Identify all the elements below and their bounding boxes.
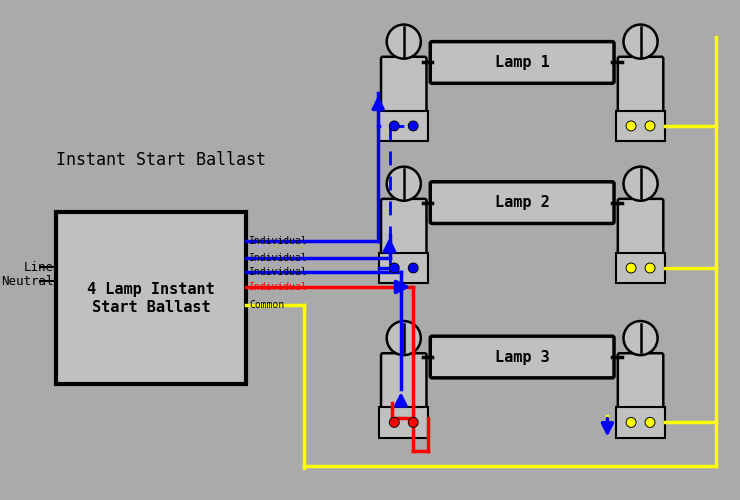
FancyBboxPatch shape — [430, 182, 614, 224]
Circle shape — [391, 264, 398, 272]
Text: 4 Lamp Instant
Start Ballast: 4 Lamp Instant Start Ballast — [87, 282, 215, 314]
Text: Individual: Individual — [249, 282, 308, 292]
Bar — [379, 407, 428, 438]
Circle shape — [391, 122, 398, 130]
Text: Instant Start Ballast: Instant Start Ballast — [56, 151, 266, 169]
Circle shape — [408, 264, 418, 272]
Bar — [56, 212, 246, 384]
Circle shape — [391, 418, 398, 426]
FancyBboxPatch shape — [430, 42, 614, 84]
Text: Lamp 3: Lamp 3 — [495, 350, 550, 364]
Circle shape — [628, 264, 635, 272]
Circle shape — [628, 122, 635, 130]
FancyBboxPatch shape — [618, 353, 663, 409]
Circle shape — [626, 121, 636, 130]
Circle shape — [646, 264, 654, 272]
Circle shape — [645, 264, 655, 272]
FancyBboxPatch shape — [430, 336, 614, 378]
Circle shape — [646, 122, 654, 130]
Text: Individual: Individual — [249, 252, 308, 262]
Text: Lamp 1: Lamp 1 — [495, 55, 550, 70]
Circle shape — [626, 418, 636, 427]
Circle shape — [387, 166, 421, 200]
Circle shape — [389, 121, 399, 130]
Circle shape — [645, 121, 655, 130]
Circle shape — [624, 166, 658, 200]
Circle shape — [408, 121, 418, 130]
FancyBboxPatch shape — [381, 57, 426, 112]
Bar — [616, 111, 665, 141]
Bar — [379, 253, 428, 283]
Circle shape — [387, 321, 421, 355]
Circle shape — [646, 418, 654, 426]
Circle shape — [409, 264, 417, 272]
Text: Lamp 2: Lamp 2 — [495, 195, 550, 210]
Circle shape — [389, 418, 399, 427]
Circle shape — [626, 264, 636, 272]
Circle shape — [624, 321, 658, 355]
Text: Line: Line — [23, 260, 53, 274]
Text: Individual: Individual — [249, 267, 308, 277]
Circle shape — [389, 264, 399, 272]
Circle shape — [409, 418, 417, 426]
Text: Individual: Individual — [249, 236, 308, 246]
Circle shape — [624, 24, 658, 58]
Text: Neutral: Neutral — [1, 275, 53, 288]
FancyBboxPatch shape — [381, 199, 426, 254]
FancyBboxPatch shape — [618, 57, 663, 112]
Text: Common: Common — [249, 300, 285, 310]
Bar — [379, 111, 428, 141]
Bar — [616, 407, 665, 438]
Circle shape — [645, 418, 655, 427]
Bar — [616, 253, 665, 283]
FancyBboxPatch shape — [618, 199, 663, 254]
Circle shape — [408, 418, 418, 427]
FancyBboxPatch shape — [381, 353, 426, 409]
Circle shape — [409, 122, 417, 130]
Circle shape — [628, 418, 635, 426]
Circle shape — [387, 24, 421, 58]
